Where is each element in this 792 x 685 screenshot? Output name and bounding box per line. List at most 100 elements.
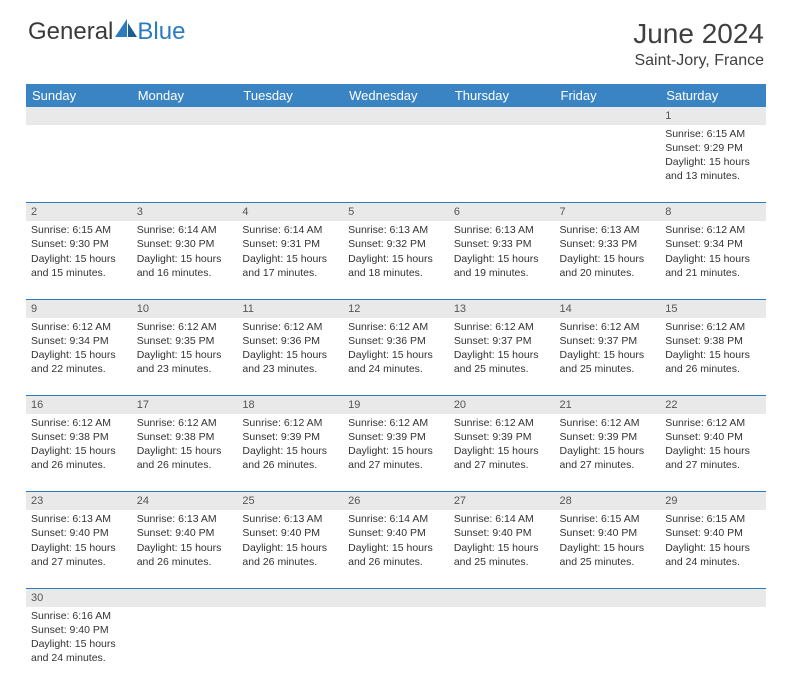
daylight-text-1: Daylight: 15 hours bbox=[31, 252, 127, 266]
day-cell: Sunrise: 6:15 AMSunset: 9:40 PMDaylight:… bbox=[660, 510, 766, 588]
header: General Blue June 2024 Saint-Jory, Franc… bbox=[0, 0, 792, 78]
sunset-text: Sunset: 9:40 PM bbox=[665, 430, 761, 444]
day-cell: Sunrise: 6:13 AMSunset: 9:40 PMDaylight:… bbox=[132, 510, 238, 588]
day-number-row: 2345678 bbox=[26, 203, 766, 221]
day-cell: Sunrise: 6:12 AMSunset: 9:39 PMDaylight:… bbox=[449, 414, 555, 492]
daylight-text-1: Daylight: 15 hours bbox=[665, 155, 761, 169]
daylight-text-2: and 20 minutes. bbox=[560, 266, 656, 280]
daylight-text-1: Daylight: 15 hours bbox=[31, 541, 127, 555]
day-number-row: 30 bbox=[26, 588, 766, 606]
day-cell: Sunrise: 6:15 AMSunset: 9:29 PMDaylight:… bbox=[660, 125, 766, 203]
daylight-text-1: Daylight: 15 hours bbox=[560, 444, 656, 458]
daylight-text-2: and 26 minutes. bbox=[242, 555, 338, 569]
day-number-cell: 8 bbox=[660, 203, 766, 221]
daylight-text-1: Daylight: 15 hours bbox=[348, 444, 444, 458]
empty-cell bbox=[555, 125, 661, 203]
sunset-text: Sunset: 9:40 PM bbox=[348, 526, 444, 540]
sunset-text: Sunset: 9:40 PM bbox=[560, 526, 656, 540]
daylight-text-1: Daylight: 15 hours bbox=[242, 541, 338, 555]
empty-cell bbox=[132, 125, 238, 203]
sunrise-text: Sunrise: 6:12 AM bbox=[560, 416, 656, 430]
day-number-cell bbox=[343, 107, 449, 125]
title-block: June 2024 Saint-Jory, France bbox=[633, 18, 764, 70]
daylight-text-1: Daylight: 15 hours bbox=[665, 444, 761, 458]
day-number-cell: 30 bbox=[26, 588, 132, 606]
day-number-cell: 24 bbox=[132, 492, 238, 510]
daylight-text-1: Daylight: 15 hours bbox=[31, 444, 127, 458]
daylight-text-1: Daylight: 15 hours bbox=[137, 252, 233, 266]
daylight-text-1: Daylight: 15 hours bbox=[665, 541, 761, 555]
calendar-table: Sunday Monday Tuesday Wednesday Thursday… bbox=[26, 84, 766, 685]
daylight-text-1: Daylight: 15 hours bbox=[137, 444, 233, 458]
weekday-header: Thursday bbox=[449, 84, 555, 107]
day-cell: Sunrise: 6:12 AMSunset: 9:34 PMDaylight:… bbox=[26, 318, 132, 396]
sunrise-text: Sunrise: 6:12 AM bbox=[348, 320, 444, 334]
daylight-text-1: Daylight: 15 hours bbox=[242, 444, 338, 458]
day-number-cell: 5 bbox=[343, 203, 449, 221]
daylight-text-2: and 21 minutes. bbox=[665, 266, 761, 280]
daylight-text-1: Daylight: 15 hours bbox=[348, 348, 444, 362]
sunrise-text: Sunrise: 6:12 AM bbox=[454, 320, 550, 334]
day-cell: Sunrise: 6:13 AMSunset: 9:40 PMDaylight:… bbox=[26, 510, 132, 588]
weekday-header: Tuesday bbox=[237, 84, 343, 107]
sunset-text: Sunset: 9:38 PM bbox=[31, 430, 127, 444]
day-number-cell: 19 bbox=[343, 396, 449, 414]
daylight-text-2: and 25 minutes. bbox=[454, 362, 550, 376]
day-cell: Sunrise: 6:12 AMSunset: 9:36 PMDaylight:… bbox=[343, 318, 449, 396]
sunrise-text: Sunrise: 6:12 AM bbox=[665, 320, 761, 334]
daylight-text-2: and 27 minutes. bbox=[348, 458, 444, 472]
daylight-text-2: and 25 minutes. bbox=[454, 555, 550, 569]
empty-cell bbox=[26, 125, 132, 203]
sunrise-text: Sunrise: 6:12 AM bbox=[31, 320, 127, 334]
daylight-text-2: and 26 minutes. bbox=[665, 362, 761, 376]
sunrise-text: Sunrise: 6:13 AM bbox=[31, 512, 127, 526]
day-number-cell: 9 bbox=[26, 299, 132, 317]
day-cell: Sunrise: 6:16 AMSunset: 9:40 PMDaylight:… bbox=[26, 607, 132, 685]
sunrise-text: Sunrise: 6:16 AM bbox=[31, 609, 127, 623]
day-number-cell: 29 bbox=[660, 492, 766, 510]
day-number-cell bbox=[132, 588, 238, 606]
sunset-text: Sunset: 9:36 PM bbox=[242, 334, 338, 348]
empty-cell bbox=[449, 125, 555, 203]
day-number-row: 1 bbox=[26, 107, 766, 125]
daylight-text-2: and 27 minutes. bbox=[560, 458, 656, 472]
calendar-week-row: Sunrise: 6:15 AMSunset: 9:29 PMDaylight:… bbox=[26, 125, 766, 203]
sail-icon bbox=[115, 19, 137, 39]
daylight-text-2: and 27 minutes. bbox=[454, 458, 550, 472]
day-cell: Sunrise: 6:12 AMSunset: 9:35 PMDaylight:… bbox=[132, 318, 238, 396]
calendar-week-row: Sunrise: 6:13 AMSunset: 9:40 PMDaylight:… bbox=[26, 510, 766, 588]
sunset-text: Sunset: 9:40 PM bbox=[242, 526, 338, 540]
sunrise-text: Sunrise: 6:14 AM bbox=[348, 512, 444, 526]
day-number-cell bbox=[343, 588, 449, 606]
daylight-text-1: Daylight: 15 hours bbox=[348, 541, 444, 555]
sunset-text: Sunset: 9:29 PM bbox=[665, 141, 761, 155]
daylight-text-2: and 26 minutes. bbox=[31, 458, 127, 472]
sunrise-text: Sunrise: 6:13 AM bbox=[137, 512, 233, 526]
sunset-text: Sunset: 9:34 PM bbox=[665, 237, 761, 251]
sunset-text: Sunset: 9:39 PM bbox=[242, 430, 338, 444]
sunset-text: Sunset: 9:35 PM bbox=[137, 334, 233, 348]
logo-text-blue: Blue bbox=[137, 18, 185, 46]
day-number-cell: 18 bbox=[237, 396, 343, 414]
day-cell: Sunrise: 6:13 AMSunset: 9:32 PMDaylight:… bbox=[343, 221, 449, 299]
daylight-text-2: and 22 minutes. bbox=[31, 362, 127, 376]
day-number-cell: 22 bbox=[660, 396, 766, 414]
daylight-text-1: Daylight: 15 hours bbox=[454, 348, 550, 362]
day-number-cell: 15 bbox=[660, 299, 766, 317]
sunrise-text: Sunrise: 6:12 AM bbox=[31, 416, 127, 430]
sunrise-text: Sunrise: 6:12 AM bbox=[665, 223, 761, 237]
sunset-text: Sunset: 9:36 PM bbox=[348, 334, 444, 348]
day-number-row: 9101112131415 bbox=[26, 299, 766, 317]
logo: General Blue bbox=[28, 18, 185, 46]
sunrise-text: Sunrise: 6:13 AM bbox=[348, 223, 444, 237]
sunset-text: Sunset: 9:40 PM bbox=[137, 526, 233, 540]
day-number-cell: 1 bbox=[660, 107, 766, 125]
sunrise-text: Sunrise: 6:15 AM bbox=[560, 512, 656, 526]
sunset-text: Sunset: 9:39 PM bbox=[454, 430, 550, 444]
sunset-text: Sunset: 9:34 PM bbox=[31, 334, 127, 348]
day-number-cell: 12 bbox=[343, 299, 449, 317]
day-cell: Sunrise: 6:12 AMSunset: 9:38 PMDaylight:… bbox=[660, 318, 766, 396]
day-cell: Sunrise: 6:12 AMSunset: 9:38 PMDaylight:… bbox=[26, 414, 132, 492]
sunrise-text: Sunrise: 6:13 AM bbox=[454, 223, 550, 237]
calendar-week-row: Sunrise: 6:15 AMSunset: 9:30 PMDaylight:… bbox=[26, 221, 766, 299]
